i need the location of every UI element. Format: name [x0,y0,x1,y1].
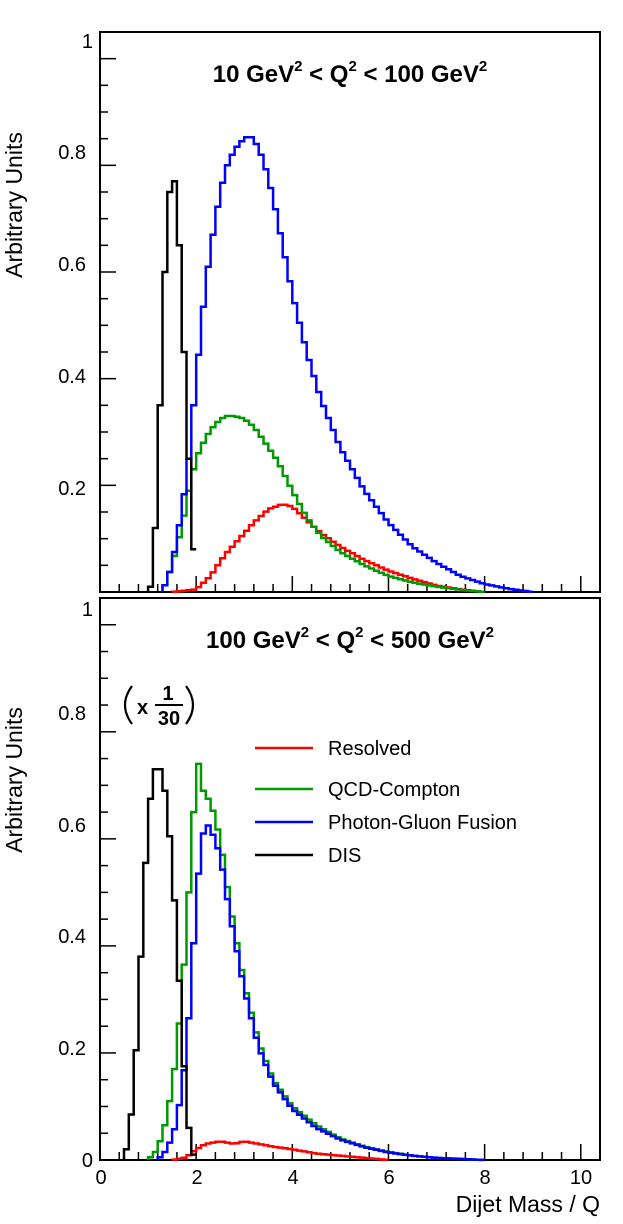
top-panel-frame [99,31,601,593]
bottom-y-tick-labels: 0 0.2 0.4 0.6 0.8 1 [58,599,93,1172]
series-photon-gluon-fusion-panel-1 [161,136,533,593]
y-tick-label: 0.2 [58,478,86,500]
series-qcd-compton-panel-1 [161,414,485,594]
y-tick-label: 1 [82,599,93,621]
y-tick-label: 0.6 [58,254,86,276]
legend-label-resolved: Resolved [328,738,411,760]
x-tick-label: 6 [383,1167,394,1189]
dis-scale-note: x 1 30 [123,683,195,730]
legend-label-qcd-compton: QCD-Compton [328,779,460,801]
series-resolved-panel-2 [170,1140,389,1162]
axis-ticks [99,57,582,1161]
x-tick-label: 2 [191,1167,202,1189]
series-layer [122,136,533,1162]
bottom-ylabel: Arbitrary Units [1,707,27,853]
y-tick-label: 0.4 [58,366,86,388]
x-axis-title: Dijet Mass / Q [456,1191,600,1217]
legend: Resolved QCD-Compton Photon-Gluon Fusion… [255,738,517,867]
series-dis-panel-1 [146,180,197,592]
top-panel-title: 10 GeV2 < Q2 < 100 GeV2 [213,58,488,88]
legend-label-photon-gluon-fusion: Photon-Gluon Fusion [328,812,517,834]
y-tick-label: 0.8 [58,142,86,164]
x-tick-label: 8 [479,1167,490,1189]
top-ylabel: Arbitrary Units [1,132,27,278]
y-tick-label: 0.8 [58,703,86,725]
y-tick-label: 0.2 [58,1038,86,1060]
x-tick-label: 10 [570,1167,592,1189]
top-y-tick-labels: 0.2 0.4 0.6 0.8 1 [58,31,93,500]
svg-text:30: 30 [158,708,180,730]
y-tick-label: 0.4 [58,926,86,948]
svg-text:x: x [137,697,148,719]
legend-label-dis: DIS [328,845,361,867]
x-tick-labels: 0 2 4 6 8 10 [95,1167,592,1189]
bottom-panel-title: 100 GeV2 < Q2 < 500 GeV2 [206,624,494,654]
y-tick-label: 0.6 [58,815,86,837]
bottom-panel-frame [99,597,601,1161]
series-resolved-panel-1 [170,503,485,593]
y-tick-label: 1 [82,31,93,53]
svg-text:1: 1 [162,683,173,705]
x-tick-label: 0 [95,1167,106,1189]
series-dis-panel-2 [122,768,197,1160]
x-tick-label: 4 [287,1167,298,1189]
y-tick-label: 0 [82,1150,93,1172]
series-photon-gluon-fusion-panel-2 [156,824,485,1162]
